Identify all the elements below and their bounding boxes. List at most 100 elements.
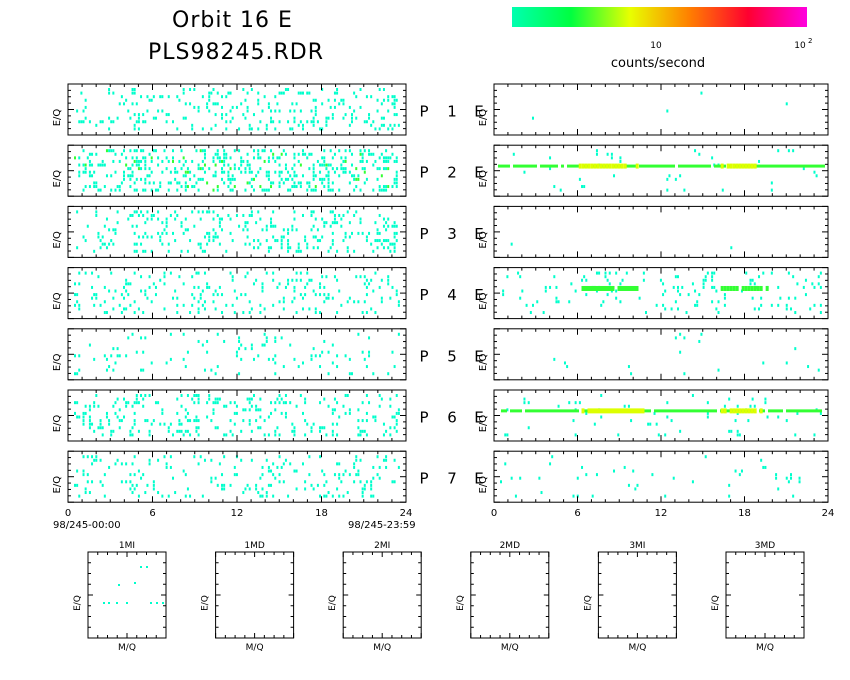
band-pixel (581, 408, 585, 414)
data-pixel (118, 185, 121, 189)
x-tick-label-left: 12 (231, 508, 244, 519)
data-pixel (736, 411, 739, 415)
colorbar-tick-exponent: 2 (808, 37, 812, 45)
data-pixel (287, 246, 290, 250)
data-pixel (123, 102, 126, 106)
data-pixel (208, 167, 211, 171)
data-pixel (112, 242, 115, 246)
data-pixel (310, 357, 313, 361)
data-pixel (110, 239, 113, 243)
data-pixel (161, 494, 164, 498)
data-pixel (212, 239, 215, 243)
data-pixel (163, 422, 166, 426)
band-pixel (795, 409, 798, 413)
data-pixel (263, 419, 266, 423)
data-pixel (327, 372, 330, 376)
data-pixel (159, 239, 162, 243)
data-pixel (696, 300, 699, 304)
data-pixel (176, 127, 179, 131)
data-pixel (555, 300, 558, 304)
band-pixel (630, 164, 633, 168)
data-pixel (306, 188, 309, 192)
data-pixel (344, 113, 347, 117)
data-pixel (148, 394, 151, 397)
data-pixel (293, 296, 296, 300)
small-panel-title: 1MD (244, 541, 264, 551)
data-pixel (97, 275, 100, 279)
data-pixel (359, 149, 362, 153)
data-pixel (146, 566, 148, 568)
data-pixel (365, 239, 368, 243)
data-pixel (299, 394, 302, 397)
data-pixel (327, 181, 330, 185)
data-pixel (238, 339, 241, 343)
data-pixel (551, 455, 554, 459)
data-pixel (150, 249, 153, 253)
data-pixel (355, 95, 358, 99)
data-pixel (382, 433, 385, 437)
band-pixel (705, 409, 708, 413)
data-pixel (289, 188, 292, 192)
data-pixel (272, 235, 275, 239)
data-pixel (357, 469, 360, 473)
data-pixel (144, 181, 147, 185)
data-pixel (238, 127, 241, 131)
data-pixel (706, 271, 709, 275)
data-pixel (293, 170, 296, 174)
band-pixel (555, 409, 558, 413)
data-pixel (165, 221, 168, 225)
data-pixel (282, 401, 285, 405)
data-pixel (235, 473, 238, 477)
data-pixel (231, 239, 234, 243)
data-pixel (163, 282, 166, 286)
data-pixel (259, 476, 262, 480)
data-pixel (355, 167, 358, 171)
data-pixel (244, 170, 247, 174)
data-pixel (152, 480, 155, 484)
data-pixel (549, 156, 552, 160)
data-pixel (238, 167, 241, 171)
data-pixel (76, 469, 79, 473)
data-pixel (817, 368, 820, 372)
data-pixel (184, 494, 187, 498)
data-pixel (229, 109, 232, 113)
band-pixel (663, 409, 666, 413)
data-pixel (336, 433, 339, 437)
data-pixel (348, 296, 351, 300)
data-pixel (728, 429, 731, 433)
data-pixel (195, 181, 198, 185)
data-pixel (131, 174, 134, 178)
data-pixel (348, 473, 351, 477)
data-pixel (223, 181, 226, 185)
data-pixel (225, 113, 228, 117)
data-pixel (312, 163, 315, 167)
data-pixel (95, 185, 98, 189)
data-pixel (97, 235, 100, 239)
data-pixel (553, 357, 556, 361)
data-pixel (221, 113, 224, 117)
data-pixel (282, 365, 285, 369)
band-pixel (558, 409, 561, 413)
data-pixel (165, 113, 168, 117)
data-pixel (129, 177, 132, 181)
data-pixel (272, 303, 275, 307)
data-pixel (223, 487, 226, 491)
data-pixel (504, 462, 507, 466)
data-pixel (280, 235, 283, 239)
data-pixel (142, 350, 145, 354)
data-pixel (395, 411, 398, 415)
data-pixel (184, 170, 187, 174)
data-pixel (112, 368, 115, 372)
data-pixel (140, 167, 143, 171)
data-pixel (169, 422, 172, 426)
data-pixel (331, 242, 334, 246)
data-pixel (382, 458, 385, 462)
data-pixel (105, 174, 108, 178)
data-pixel (378, 285, 381, 289)
data-pixel (380, 123, 383, 127)
data-pixel (325, 116, 328, 120)
data-pixel (531, 303, 534, 307)
data-pixel (391, 480, 394, 484)
data-pixel (319, 365, 322, 369)
data-pixel (131, 163, 134, 167)
